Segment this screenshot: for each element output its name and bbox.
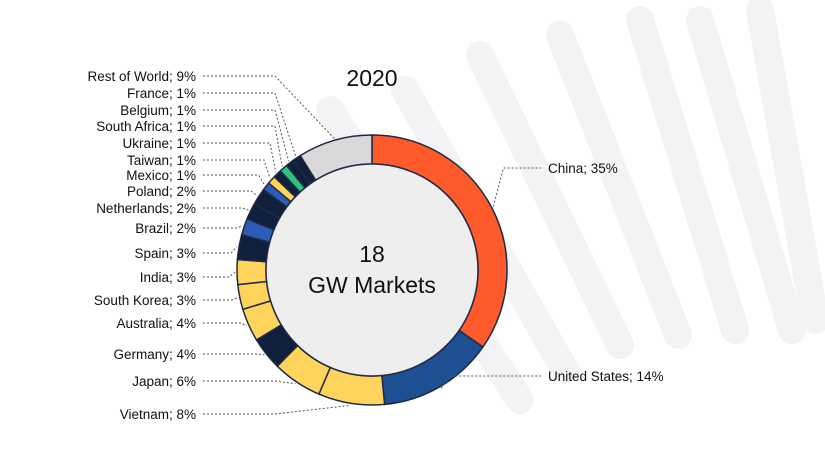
label-brazil: Brazil; 2%	[135, 221, 196, 236]
leader-line	[203, 353, 265, 356]
center-caption-text: GW Markets	[308, 272, 436, 298]
leader-line	[203, 142, 277, 173]
label-belgium: Belgium; 1%	[120, 103, 196, 118]
label-japan: Japan; 6%	[132, 374, 196, 389]
label-china: China; 35%	[548, 161, 618, 176]
leader-line	[203, 125, 283, 167]
chart-title: 2020	[346, 65, 397, 91]
leader-line	[203, 109, 290, 162]
label-australia: Australia; 4%	[116, 316, 196, 331]
leader-line	[203, 190, 258, 196]
label-mexico: Mexico; 1%	[126, 168, 196, 183]
label-spain: Spain; 3%	[134, 246, 196, 261]
leader-line	[203, 225, 243, 229]
leader-line	[203, 297, 238, 301]
background-ray	[746, 0, 825, 334]
leader-line	[203, 246, 238, 254]
label-germany: Germany; 4%	[113, 347, 196, 362]
slice-india	[236, 258, 268, 286]
leader-lines	[203, 75, 541, 415]
label-taiwan: Taiwan; 1%	[127, 153, 196, 168]
label-france: France; 1%	[127, 86, 196, 101]
label-poland: Poland; 2%	[127, 184, 196, 199]
leader-line	[203, 404, 351, 415]
label-rest-of-world: Rest of World; 9%	[87, 69, 196, 84]
label-south-korea: South Korea; 3%	[94, 293, 196, 308]
leader-line	[203, 92, 297, 157]
leader-line	[203, 174, 265, 186]
slice-labels: Rest of World; 9%France; 1%Belgium; 1%So…	[87, 69, 663, 422]
background-ray	[466, 41, 634, 359]
label-vietnam: Vietnam; 8%	[120, 407, 196, 422]
background-ray	[686, 6, 806, 344]
leader-line	[492, 167, 541, 207]
donut-center-disc	[265, 163, 479, 377]
leader-line	[203, 75, 335, 139]
leader-line	[203, 159, 271, 179]
leader-line	[203, 207, 249, 211]
label-netherlands: Netherlands; 2%	[96, 201, 196, 216]
label-united-states: United States; 14%	[548, 369, 664, 384]
label-south-africa: South Africa; 1%	[96, 119, 196, 134]
label-india: India; 3%	[140, 270, 196, 285]
label-ukraine: Ukraine; 1%	[122, 136, 196, 151]
center-value-text: 18	[359, 241, 385, 267]
background-ray	[626, 6, 749, 344]
leader-line	[203, 271, 236, 278]
leader-line	[440, 375, 541, 389]
background-ray	[546, 21, 692, 349]
leader-line	[203, 380, 296, 385]
leader-line	[203, 322, 248, 327]
